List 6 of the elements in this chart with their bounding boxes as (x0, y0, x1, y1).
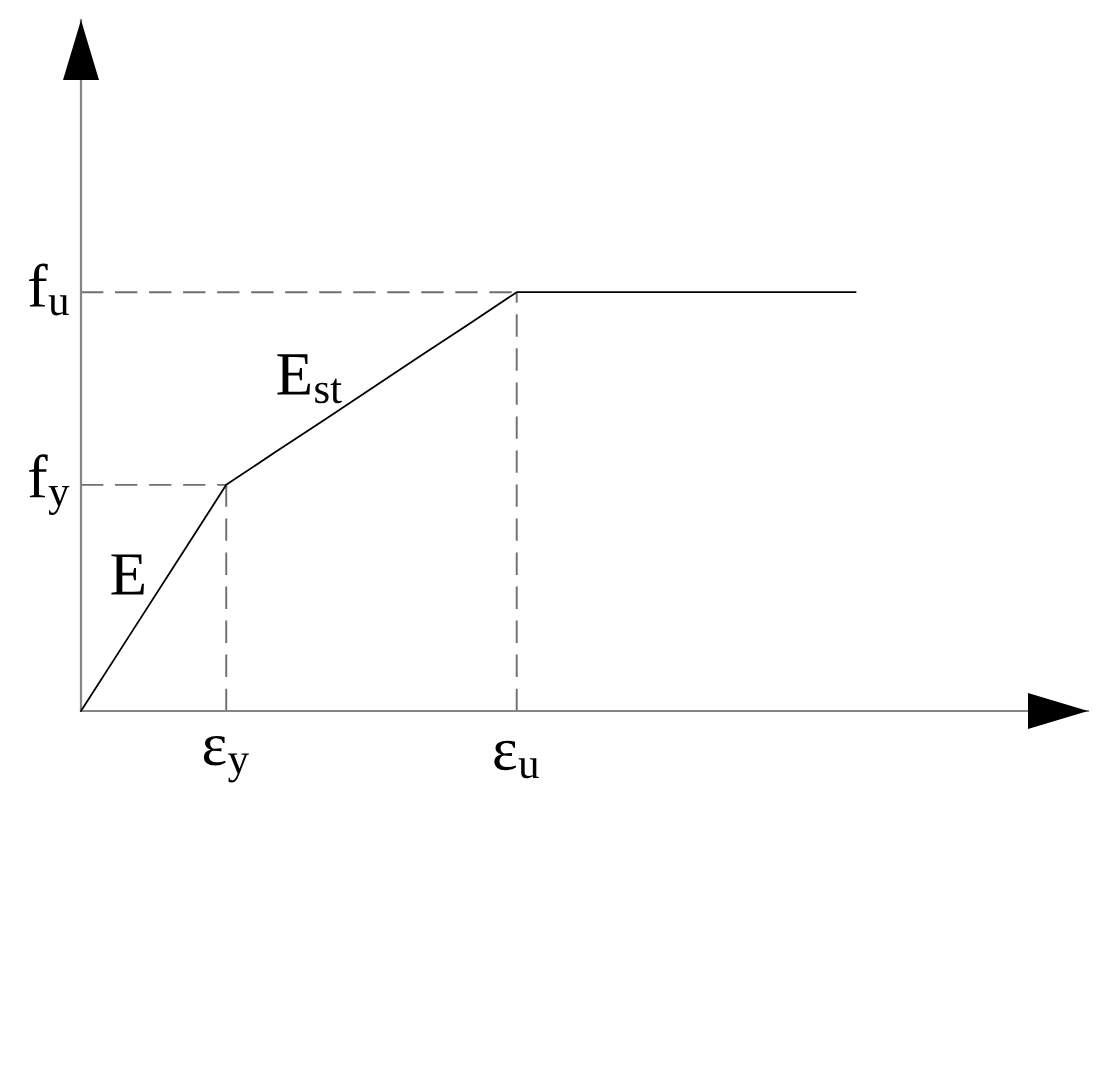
annotation: E (111, 554, 144, 595)
ref-line-label: f$_{y}$ (29, 454, 70, 515)
x-tick-label: ε$_{y}$ (203, 736, 249, 783)
x-tick-label: ε$_{u}$ (494, 740, 539, 779)
annotation: E$_{st}$ (277, 354, 342, 404)
ref-line-label: f$_{u}$ (29, 263, 69, 316)
